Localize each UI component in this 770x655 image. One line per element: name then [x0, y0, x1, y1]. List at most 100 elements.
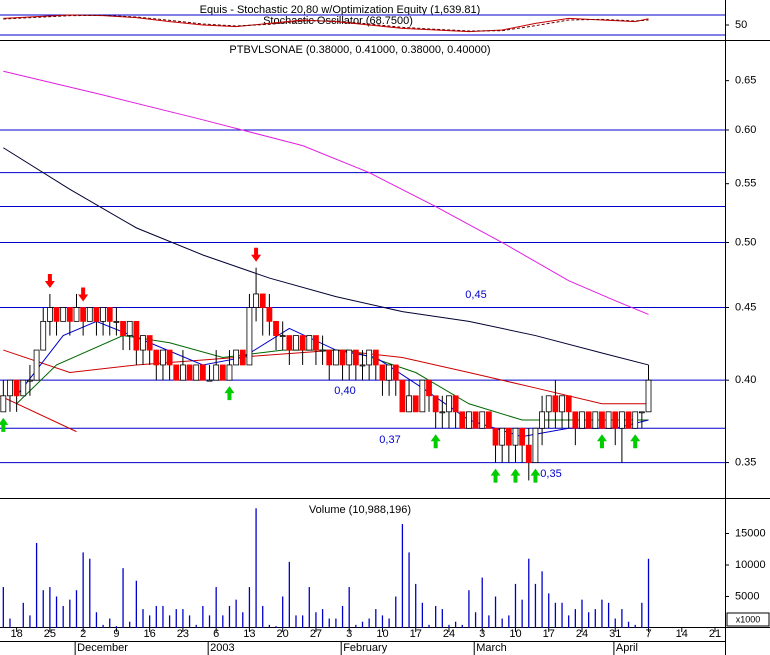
candle-body [346, 349, 353, 366]
y-tick-label: 0.45 [735, 301, 756, 313]
candle-body [206, 379, 213, 382]
candle-body [572, 411, 579, 429]
candle-body [253, 293, 259, 308]
month-label: February [343, 642, 388, 654]
candle-body [559, 395, 565, 413]
annotation: 0,45 [465, 289, 486, 301]
month-label: April [616, 642, 638, 654]
candle-body [126, 320, 133, 336]
y-tick-label: 0.40 [735, 374, 756, 386]
candle-body [379, 364, 386, 381]
candle-body [565, 395, 572, 413]
candle-body [552, 395, 559, 413]
candle-body [579, 411, 585, 429]
candle-body [419, 379, 426, 413]
x-tick-label: 2 [80, 628, 86, 640]
candle-body [233, 349, 240, 366]
candle-body [213, 364, 220, 381]
candle-body [140, 335, 146, 351]
buy-arrow [430, 434, 441, 449]
x-tick-label: 10 [509, 628, 521, 640]
candle-body [638, 411, 645, 414]
sell-arrow [44, 273, 55, 288]
candle-body [273, 320, 279, 336]
candle-body [519, 427, 526, 446]
x-tick-label: 24 [576, 628, 588, 640]
indicator-line [3, 147, 649, 366]
candle-body [293, 335, 299, 351]
x-tick-label: 27 [310, 628, 322, 640]
candle-body [412, 395, 419, 413]
candle-body [599, 411, 605, 429]
candle-body [199, 364, 206, 381]
candle-body [259, 293, 266, 308]
volume-title: Volume (10,988,196) [309, 504, 411, 516]
candle-body [27, 379, 33, 382]
month-label: 2003 [210, 642, 234, 654]
candle-body [399, 379, 406, 413]
candle-body [133, 320, 140, 351]
buy-arrow [630, 434, 641, 449]
x-tick-label: 24 [443, 628, 455, 640]
candle-body [193, 364, 200, 381]
candle-body [7, 379, 13, 397]
candle-body [0, 395, 7, 413]
candle-body [100, 307, 106, 322]
candle-body [146, 335, 153, 351]
y-tick-label: 15000 [735, 527, 766, 539]
x-tick-label: 21 [709, 628, 721, 640]
candle-body [485, 411, 492, 429]
candle-body [359, 364, 366, 367]
candle-body [505, 427, 512, 446]
candle-body [313, 335, 319, 351]
candle-body [173, 364, 180, 381]
candle-body [525, 444, 532, 463]
candle-body [33, 349, 40, 381]
candle-body [512, 427, 519, 446]
y-tick-label: 5000 [735, 590, 759, 602]
candle-body [326, 349, 333, 366]
x-tick-label: 23 [177, 628, 189, 640]
candle-body [106, 307, 113, 322]
candle-body [459, 411, 466, 429]
annotation: 0,40 [334, 385, 355, 397]
candle-body [113, 320, 120, 323]
candle-body [585, 411, 592, 429]
buy-arrow [530, 468, 541, 483]
candle-body [46, 307, 53, 322]
annotation: 0,37 [379, 434, 400, 446]
sell-arrow [251, 247, 262, 262]
candle-body [372, 349, 379, 366]
indicator-line [3, 70, 649, 315]
x-tick-label: 31 [609, 628, 621, 640]
candle-body [160, 349, 166, 366]
candle-body [532, 427, 539, 463]
candle-body [386, 364, 393, 381]
x-tick-label: 25 [44, 628, 56, 640]
x-tick-label: 3 [479, 628, 485, 640]
candle-body [426, 379, 432, 397]
candle-body [226, 364, 233, 381]
unit-box [726, 612, 770, 627]
candle-body [406, 395, 412, 413]
candle-body [93, 307, 100, 322]
candle-body [219, 364, 226, 381]
candle-body [279, 335, 286, 337]
x-tick-label: 9 [113, 628, 119, 640]
candle-body [439, 411, 446, 414]
y-tick-label: 10000 [735, 559, 766, 571]
y-tick-label: 0.50 [735, 236, 756, 248]
x-tick-label: 17 [543, 628, 555, 640]
y-tick-label: 0.35 [735, 456, 756, 468]
candle-body [80, 307, 87, 322]
candle-body [479, 411, 486, 429]
candle-body [645, 379, 652, 413]
buy-arrow [596, 434, 607, 449]
x-tick-label: 20 [277, 628, 289, 640]
x-tick-label: 16 [144, 628, 156, 640]
candle-body [612, 411, 619, 429]
candle-body [539, 411, 545, 429]
x-tick-label: 18 [11, 628, 23, 640]
x-tick-label: 10 [376, 628, 388, 640]
candle-body [86, 307, 93, 322]
